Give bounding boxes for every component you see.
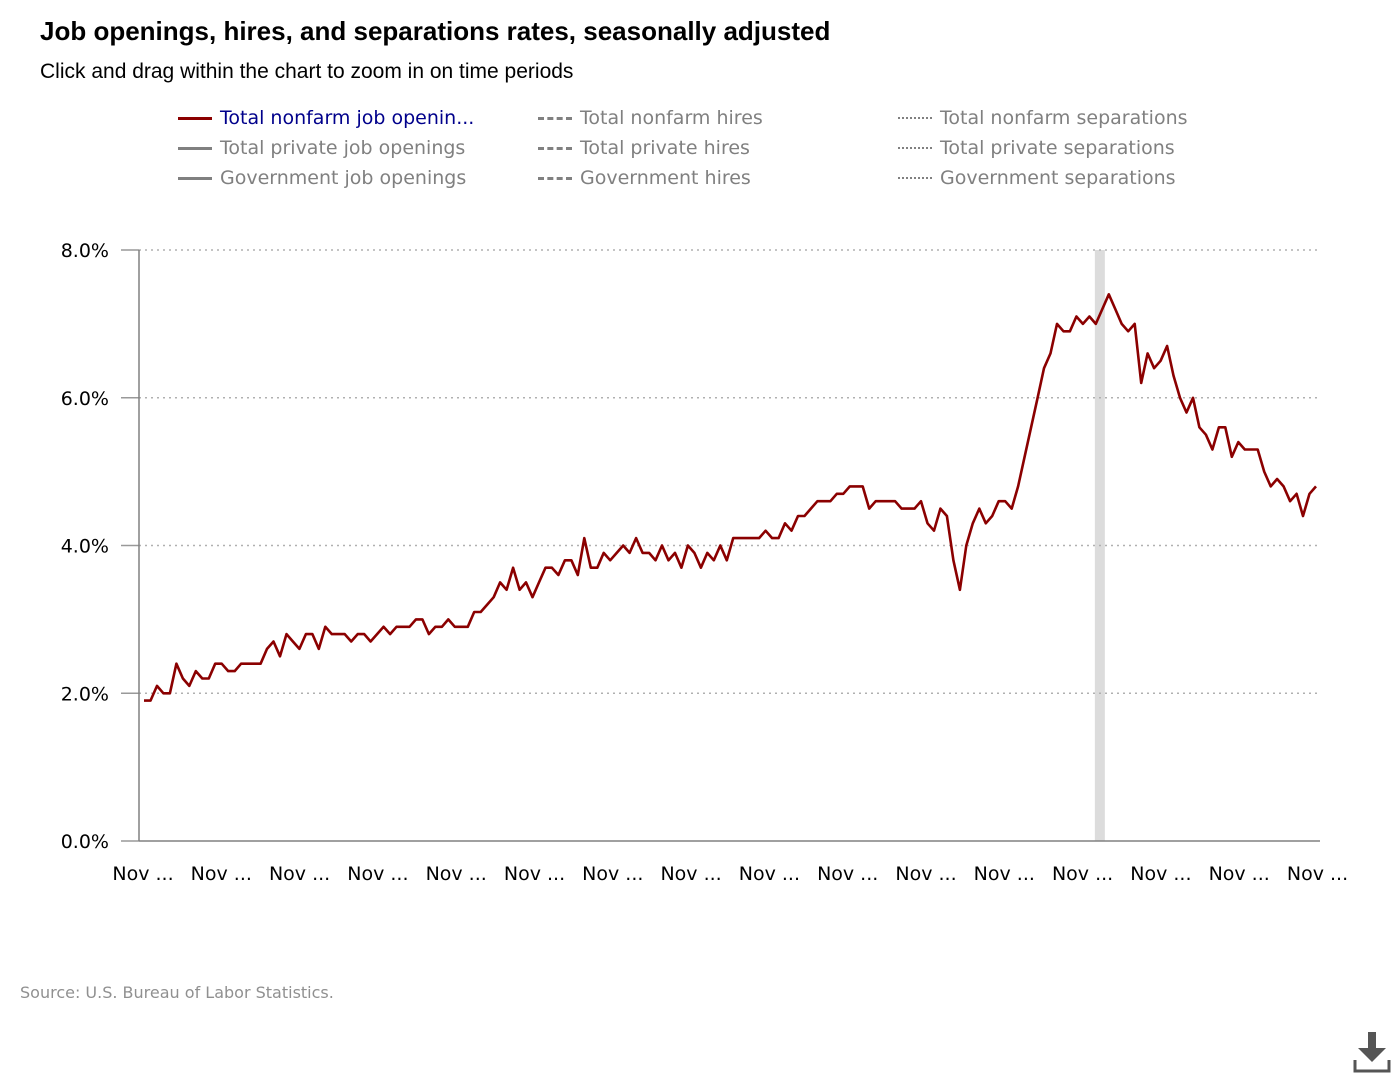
legend-item-government-job-openings[interactable]: Government job openings [178, 164, 466, 192]
series-line-total-nonfarm-job-openings[interactable] [144, 292, 1317, 702]
x-tick-label: Nov ... [895, 863, 956, 885]
x-tick-label: Nov ... [582, 863, 643, 885]
dashed-line-swatch-icon [538, 146, 572, 150]
legend-label: Government separations [940, 167, 1176, 189]
chart-title: Job openings, hires, and separations rat… [40, 16, 831, 46]
legend-item-total-private-hires[interactable]: Total private hires [538, 134, 750, 162]
x-tick-label: Nov ... [504, 863, 565, 885]
x-tick-label: Nov ... [660, 863, 721, 885]
x-tick-label: Nov ... [1130, 863, 1191, 885]
y-tick-label: 2.0% [61, 683, 109, 705]
dotted-line-swatch-icon [898, 147, 932, 149]
legend-label: Total private separations [940, 137, 1175, 159]
dashed-line-swatch-icon [538, 116, 572, 120]
legend-label: Government job openings [220, 167, 467, 189]
dotted-line-swatch-icon [898, 177, 932, 179]
legend-label: Government hires [580, 167, 751, 189]
legend-item-total-nonfarm-hires[interactable]: Total nonfarm hires [538, 104, 763, 132]
x-tick-label: Nov ... [426, 863, 487, 885]
y-tick-label: 0.0% [61, 831, 109, 853]
x-tick-label: Nov ... [269, 863, 330, 885]
x-tick-label: Nov ... [347, 863, 408, 885]
x-tick-label: Nov ... [1052, 863, 1113, 885]
legend-item-total-nonfarm-job-openings[interactable]: Total nonfarm job openin... [178, 104, 474, 132]
line-swatch-icon [178, 116, 212, 120]
dashed-line-swatch-icon [538, 176, 572, 180]
x-tick-label: Nov ... [1287, 863, 1348, 885]
x-tick-label: Nov ... [817, 863, 878, 885]
source-note: Source: U.S. Bureau of Labor Statistics. [20, 983, 334, 1002]
legend-label: Total nonfarm job openin... [220, 107, 475, 129]
legend: Total nonfarm job openin... Total nonfar… [178, 104, 1238, 196]
line-chart[interactable]: 0.0% 2.0% 4.0% 6.0% 8.0% Nov ... Nov ... Nov ..… [0, 0, 1400, 960]
line-swatch-icon [178, 146, 212, 150]
legend-label: Total nonfarm hires [580, 107, 763, 129]
x-tick-label: Nov ... [739, 863, 800, 885]
x-tick-label: Nov ... [1209, 863, 1270, 885]
legend-item-total-nonfarm-separations[interactable]: Total nonfarm separations [898, 104, 1188, 132]
y-tick-label: 6.0% [61, 388, 109, 410]
x-tick-label: Nov ... [112, 863, 173, 885]
chart-subtitle: Click and drag within the chart to zoom … [40, 60, 574, 83]
legend-item-total-private-job-openings[interactable]: Total private job openings [178, 134, 465, 162]
legend-label: Total nonfarm separations [940, 107, 1188, 129]
dotted-line-swatch-icon [898, 117, 932, 119]
legend-item-total-private-separations[interactable]: Total private separations [898, 134, 1175, 162]
legend-label: Total private hires [580, 137, 750, 159]
legend-item-government-separations[interactable]: Government separations [898, 164, 1176, 192]
download-icon[interactable] [1352, 1030, 1392, 1074]
legend-label: Total private job openings [220, 137, 466, 159]
x-tick-label: Nov ... [191, 863, 252, 885]
y-tick-label: 8.0% [61, 240, 109, 262]
x-tick-label: Nov ... [974, 863, 1035, 885]
y-tick-label: 4.0% [61, 536, 109, 558]
line-swatch-icon [178, 176, 212, 180]
legend-item-government-hires[interactable]: Government hires [538, 164, 751, 192]
